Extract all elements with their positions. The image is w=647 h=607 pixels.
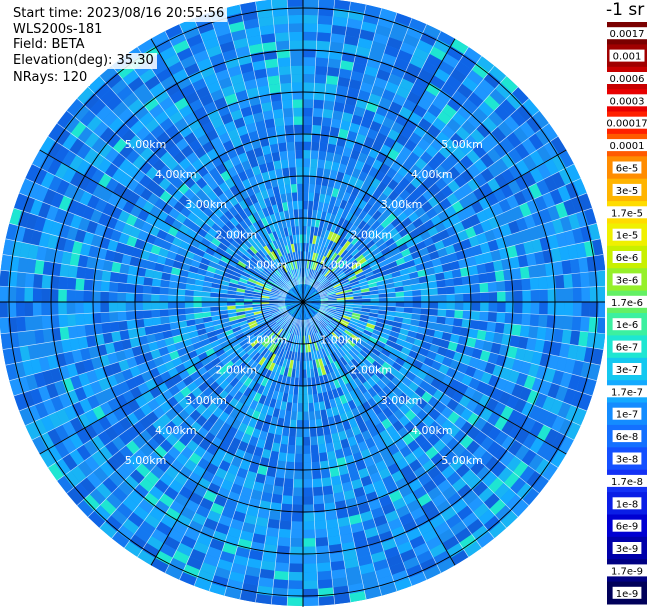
ring-label: 2.00km: [351, 228, 393, 241]
colorbar-label: 0.001: [613, 52, 642, 63]
colorbar-label: 0.0003: [610, 96, 645, 107]
colorbar-label: 6e-8: [616, 432, 639, 443]
ring-label: 4.00km: [411, 168, 453, 181]
range-grid: [0, 0, 605, 607]
azimuth-spoke: [39, 301, 304, 455]
azimuth-spoke: [302, 38, 456, 303]
colorbar-label: 1e-8: [616, 499, 639, 510]
azimuth-spoke: [150, 301, 304, 566]
ring-label: 1.00km: [320, 333, 362, 346]
colorbar-label: 1e-9: [616, 589, 639, 600]
colorbar-label: 1.7e-6: [611, 298, 643, 309]
azimuth-spoke: [150, 38, 304, 303]
elevation-label: Elevation(deg): 35.30: [10, 53, 157, 69]
ring-label: 3.00km: [381, 198, 423, 211]
colorbar-label: 1.7e-5: [611, 208, 643, 219]
colorbar-label: 0.0017: [610, 29, 645, 40]
start-time-label: Start time: 2023/08/16 20:55:56: [10, 6, 228, 22]
azimuth-spoke: [39, 149, 304, 303]
colorbar-label: 3e-5: [616, 186, 639, 197]
colorbar-label: 0.0006: [610, 74, 645, 85]
colorbar-label: 1e-6: [616, 320, 639, 331]
ring-label: 5.00km: [441, 138, 483, 151]
ring-label: 2.00km: [215, 228, 257, 241]
colorbar-label: 1e-7: [616, 410, 639, 421]
azimuth-spoke: [302, 149, 567, 303]
ring-label: 3.00km: [381, 394, 423, 407]
colorbar-unit-label: -1 sr: [606, 0, 645, 20]
ring-label: 2.00km: [351, 364, 393, 377]
field-label: Field: BETA: [10, 37, 88, 53]
instrument-label: WLS200s-181: [10, 22, 106, 38]
colorbar-label: 1.7e-7: [611, 387, 643, 398]
colorbar-label: 3e-6: [616, 275, 639, 286]
colorbar-label: 1.7e-8: [611, 477, 643, 488]
ring-label: 5.00km: [441, 454, 483, 467]
colorbar-label: 3e-8: [616, 455, 639, 466]
azimuth-spoke: [302, 301, 567, 455]
azimuth-spoke: [302, 301, 456, 566]
colorbar-label: 3e-9: [616, 544, 639, 555]
colorbar-label: 1e-5: [616, 231, 639, 242]
ring-label: 4.00km: [155, 424, 197, 437]
colorbar-label: 1.7e-9: [611, 566, 643, 577]
nrays-label: NRays: 120: [10, 70, 91, 86]
ring-label: 3.00km: [185, 198, 227, 211]
ring-label: 1.00km: [246, 259, 288, 272]
colorbar: 0.0017 0.001 0.0006 0.0003 0.00017 0.0001 6e-5…: [603, 22, 647, 605]
colorbar-label: 6e-5: [616, 164, 639, 175]
ring-label: 2.00km: [215, 364, 257, 377]
colorbar-label: 6e-7: [616, 343, 639, 354]
ring-label: 5.00km: [125, 454, 167, 467]
ring-label: 4.00km: [411, 424, 453, 437]
ring-label: 3.00km: [185, 394, 227, 407]
ring-label: 1.00km: [246, 333, 288, 346]
ring-label: 4.00km: [155, 168, 197, 181]
colorbar-label: 0.00017: [606, 119, 647, 130]
colorbar-label: 3e-7: [616, 365, 639, 376]
ring-label: 5.00km: [125, 138, 167, 151]
ring-label: 1.00km: [320, 259, 362, 272]
colorbar-label: 6e-9: [616, 522, 639, 533]
ring-labels: 1.00km 1.00km 1.00km 1.00km 2.00km 2.00km 2.00…: [125, 138, 483, 467]
radar-sectors: [0, 0, 605, 606]
colorbar-label: 0.0001: [610, 141, 645, 152]
colorbar-label: 6e-6: [616, 253, 639, 264]
